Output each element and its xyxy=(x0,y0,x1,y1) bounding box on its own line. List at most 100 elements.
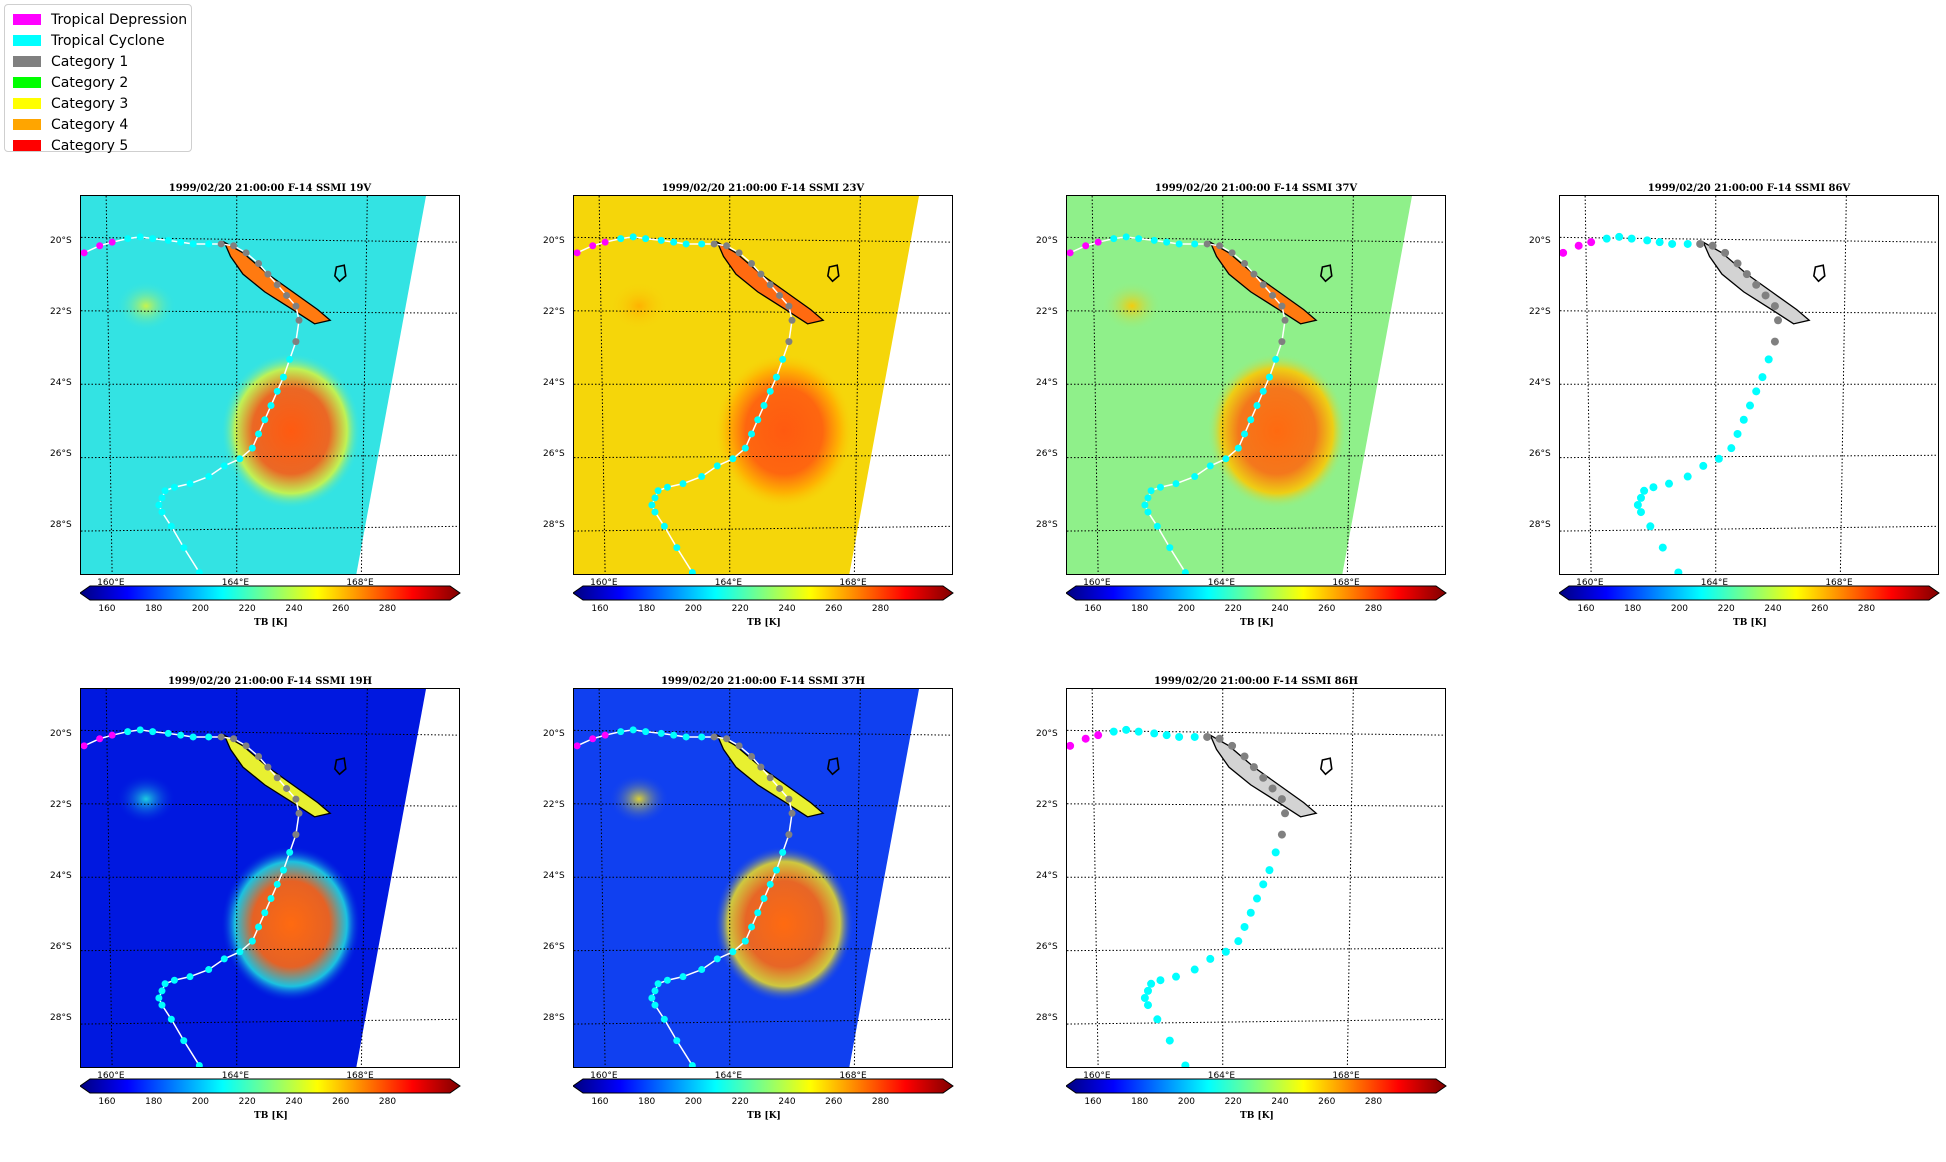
colorbar xyxy=(1559,585,1940,601)
track-point xyxy=(273,880,281,888)
latitude-gridline xyxy=(574,947,952,952)
track-point xyxy=(273,281,281,289)
track-point xyxy=(155,994,163,1002)
longitude-gridline xyxy=(1346,196,1354,574)
track-point xyxy=(1277,830,1286,839)
longitude-label: 160°E xyxy=(1576,578,1604,588)
track-point xyxy=(766,281,774,289)
latitude-label: 28°S xyxy=(50,1013,72,1024)
latitude-label: 20°S xyxy=(543,236,565,247)
latitude-label: 22°S xyxy=(543,800,565,811)
track-point xyxy=(1234,937,1243,946)
colorbar-tick: 260 xyxy=(825,604,843,614)
track-point xyxy=(670,731,678,739)
track-point xyxy=(1752,387,1761,396)
track-point xyxy=(776,291,784,299)
track-point xyxy=(1774,316,1783,325)
track-point xyxy=(688,568,696,574)
colorbar-tick: 220 xyxy=(1224,604,1242,614)
colorbar-tick: 180 xyxy=(1131,1097,1149,1107)
track-point xyxy=(1602,234,1611,243)
track-point xyxy=(1615,232,1624,241)
track-point xyxy=(124,728,132,736)
latitude-gridline xyxy=(1067,947,1445,952)
track-point xyxy=(1150,236,1158,244)
track-point xyxy=(748,923,756,931)
track-point xyxy=(654,980,662,988)
track-point xyxy=(617,728,625,736)
longitude-label: 160°E xyxy=(1083,578,1111,588)
track-point xyxy=(242,742,250,750)
panel-title: 1999/02/20 21:00:00 F-14 SSMI 23V xyxy=(661,183,865,194)
colorbar-gradient xyxy=(573,1078,954,1094)
colorbar-tick: 160 xyxy=(98,604,116,614)
track-point xyxy=(1191,240,1199,248)
legend-swatch xyxy=(13,35,41,46)
track-point xyxy=(1683,239,1692,248)
track-point xyxy=(205,473,213,481)
track-point xyxy=(158,987,166,995)
track-point xyxy=(729,455,737,463)
map-area xyxy=(573,195,953,575)
track-point xyxy=(136,726,144,734)
colorbar xyxy=(573,1078,954,1094)
colorbar-tick: 260 xyxy=(1318,1097,1336,1107)
latitude-label: 20°S xyxy=(50,729,72,740)
track-point xyxy=(1141,501,1149,509)
track-point xyxy=(158,508,166,516)
colorbar-tick: 260 xyxy=(332,604,350,614)
track-point xyxy=(177,238,185,246)
track-point xyxy=(741,444,749,452)
map-svg xyxy=(574,196,952,574)
latitude-gridline xyxy=(81,803,459,807)
track-point xyxy=(1150,729,1159,738)
longitude-label: 164°E xyxy=(1207,1071,1236,1081)
colorbar-tick: 260 xyxy=(332,1097,350,1107)
latitude-label: 22°S xyxy=(50,307,72,318)
small-island-coastline xyxy=(1319,264,1333,283)
longitude-label: 164°E xyxy=(1207,578,1236,588)
legend-item: Category 2 xyxy=(13,72,183,93)
track-point xyxy=(295,316,303,324)
track-point xyxy=(642,728,650,736)
colorbar-label: TB [K] xyxy=(747,618,781,628)
track-point xyxy=(1253,402,1261,410)
track-point xyxy=(1733,259,1742,268)
track-point xyxy=(1241,259,1249,267)
track-point xyxy=(729,948,737,956)
track-point xyxy=(601,238,609,246)
longitude-label: 168°E xyxy=(1825,578,1853,588)
storm-core xyxy=(1207,353,1347,509)
colorbar-tick: 280 xyxy=(1857,604,1876,614)
track-point xyxy=(713,462,721,470)
track-point xyxy=(267,402,275,410)
colorbar-gradient xyxy=(573,585,954,601)
track-point xyxy=(779,355,787,363)
track-point xyxy=(651,508,659,516)
legend-swatch xyxy=(13,140,41,151)
legend-item: Category 5 xyxy=(13,135,183,156)
track-point xyxy=(1228,249,1236,257)
track-point xyxy=(772,866,780,874)
track-point xyxy=(267,895,275,903)
longitude-label: 168°E xyxy=(839,578,867,588)
track-point xyxy=(589,735,597,743)
colorbar-label: TB [K] xyxy=(254,1111,288,1121)
track-point xyxy=(1203,240,1211,248)
colorbar-tick: 240 xyxy=(285,604,303,614)
latitude-label: 24°S xyxy=(543,871,565,882)
colorbar-tick: 180 xyxy=(145,604,163,614)
map-svg xyxy=(1067,196,1445,574)
track-point xyxy=(766,387,774,395)
longitude-gridline xyxy=(360,689,368,1067)
colorbar-tick: 260 xyxy=(1811,604,1829,614)
colorbar-tick: 160 xyxy=(591,604,609,614)
latitude-label: 28°S xyxy=(1036,1013,1058,1024)
track-point xyxy=(108,731,116,739)
map-panel: 1999/02/20 21:00:00 F-14 SSMI 37V 20°S 22°… xyxy=(1036,175,1486,665)
legend-label: Category 2 xyxy=(51,74,129,91)
track-point xyxy=(1746,401,1754,410)
track-point xyxy=(292,831,300,839)
track-point xyxy=(205,733,213,741)
latitude-label: 26°S xyxy=(50,942,72,953)
